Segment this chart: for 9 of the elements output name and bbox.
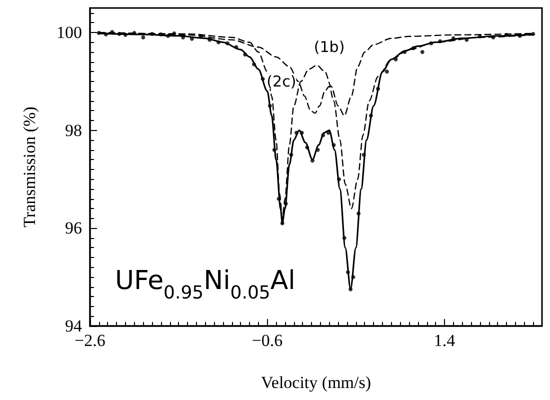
x-tick-label: 1.4: [434, 331, 456, 350]
y-tick-label: 96: [65, 218, 82, 238]
y-tick-label: 100: [56, 22, 82, 42]
y-axis-title: Transmission (%): [20, 106, 39, 228]
annotation: (1b): [314, 38, 345, 56]
y-tick-label: 98: [65, 120, 82, 140]
annotation: (2c): [266, 72, 296, 90]
x-tick-label: −0.6: [252, 331, 283, 350]
x-axis-title: Velocity (mm/s): [260, 373, 372, 392]
